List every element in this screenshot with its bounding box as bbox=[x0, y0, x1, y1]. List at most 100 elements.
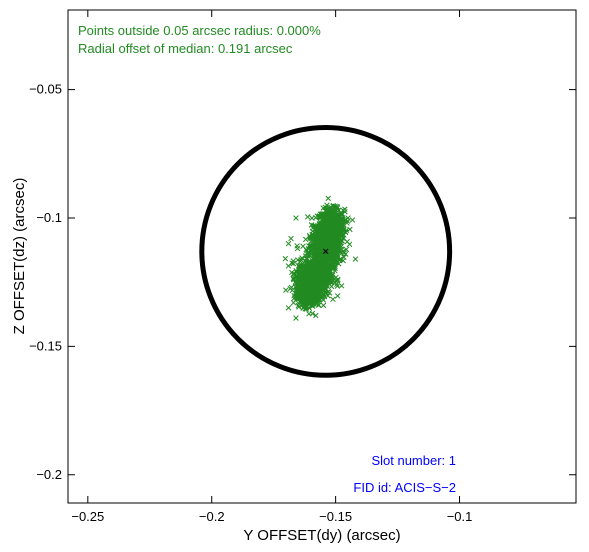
offset-point bbox=[298, 262, 305, 269]
offset-point bbox=[347, 226, 353, 233]
offset-point bbox=[319, 259, 325, 266]
offset-point bbox=[314, 248, 321, 255]
offset-point bbox=[338, 283, 345, 289]
offset-outlier bbox=[352, 256, 359, 262]
y-axis-ticks: −0.2 −0.15 −0.1 −0.05 bbox=[29, 82, 576, 482]
offset-point bbox=[343, 246, 350, 253]
offset-point bbox=[306, 264, 313, 271]
offset-point bbox=[333, 274, 339, 281]
offset-point bbox=[331, 259, 337, 265]
offset-point bbox=[292, 279, 299, 285]
y-tick-label: −0.05 bbox=[29, 82, 62, 97]
offset-point bbox=[317, 214, 324, 221]
offset-point bbox=[306, 252, 313, 259]
offset-point bbox=[325, 264, 332, 270]
slot-number-annotation: Slot number: 1 bbox=[371, 453, 456, 468]
offset-point bbox=[326, 278, 333, 285]
offset-point bbox=[331, 241, 338, 248]
offset-point bbox=[334, 283, 341, 289]
offset-point bbox=[327, 232, 334, 239]
offset-point bbox=[336, 247, 342, 253]
offset-point bbox=[334, 254, 341, 260]
offset-point bbox=[305, 280, 311, 286]
median-point bbox=[322, 248, 329, 255]
offset-point bbox=[318, 289, 325, 296]
offset-point bbox=[332, 267, 338, 274]
offset-point bbox=[327, 207, 334, 214]
offset-point bbox=[323, 276, 330, 283]
offset-point bbox=[323, 238, 329, 244]
x-tick-label: −0.1 bbox=[447, 509, 473, 524]
offset-point bbox=[333, 224, 339, 231]
offset-point bbox=[290, 271, 296, 278]
offset-point bbox=[309, 259, 316, 265]
offset-point bbox=[322, 204, 329, 211]
offset-point bbox=[319, 214, 325, 220]
x-tick-label: −0.25 bbox=[71, 509, 104, 524]
y-axis-title: Z OFFSET(dz) (arcsec) bbox=[11, 178, 28, 335]
offset-point bbox=[309, 310, 316, 317]
offset-point bbox=[298, 299, 304, 306]
offset-point bbox=[323, 222, 330, 228]
offset-point bbox=[328, 273, 335, 280]
radial-offset-annotation: Radial offset of median: 0.191 arcsec bbox=[78, 41, 293, 56]
offset-point bbox=[309, 237, 315, 244]
offset-point bbox=[304, 214, 311, 220]
offset-point bbox=[337, 239, 344, 245]
offset-point bbox=[316, 302, 322, 308]
offset-point bbox=[329, 247, 335, 254]
offset-point bbox=[332, 232, 339, 238]
points-outside-annotation: Points outside 0.05 arcsec radius: 0.000… bbox=[78, 23, 321, 38]
offset-point bbox=[320, 302, 327, 309]
offset-point bbox=[335, 239, 341, 245]
offset-point bbox=[344, 220, 350, 226]
offset-point bbox=[312, 239, 319, 246]
tolerance-circle bbox=[199, 124, 453, 378]
y-tick-label: −0.15 bbox=[29, 338, 62, 353]
offset-outlier bbox=[345, 215, 351, 221]
offset-point bbox=[332, 203, 338, 209]
offset-outlier bbox=[285, 240, 292, 247]
offset-point bbox=[318, 267, 325, 274]
offset-point bbox=[302, 258, 308, 264]
offset-point bbox=[325, 195, 331, 202]
y-tick-label: −0.1 bbox=[36, 210, 62, 225]
offset-point bbox=[341, 254, 347, 260]
offset-point bbox=[305, 249, 312, 255]
offset-point bbox=[309, 288, 315, 294]
offset-point bbox=[309, 215, 315, 221]
offset-point bbox=[349, 217, 356, 223]
offset-outliers bbox=[285, 204, 359, 321]
offset-point bbox=[314, 297, 320, 304]
offset-point bbox=[322, 282, 329, 289]
offset-point bbox=[307, 291, 313, 297]
offset-point bbox=[283, 287, 289, 293]
offset-point bbox=[300, 293, 306, 299]
offset-point bbox=[285, 263, 292, 269]
offset-point bbox=[330, 239, 336, 245]
offset-point bbox=[311, 269, 317, 275]
x-tick-label: −0.2 bbox=[199, 509, 225, 524]
offset-point bbox=[315, 236, 322, 242]
offset-point bbox=[287, 285, 294, 292]
offset-outlier bbox=[293, 215, 299, 221]
y-tick-label: −0.2 bbox=[36, 467, 62, 482]
offset-point bbox=[290, 260, 297, 267]
offset-point bbox=[322, 215, 328, 222]
offset-point bbox=[294, 243, 300, 249]
offset-point bbox=[318, 221, 324, 228]
offset-point bbox=[327, 209, 333, 215]
offset-point bbox=[342, 229, 349, 236]
offset-point bbox=[302, 282, 309, 288]
offset-point bbox=[303, 263, 309, 270]
offset-outlier bbox=[288, 235, 294, 242]
x-axis-ticks: −0.25 −0.2 −0.15 −0.1 bbox=[71, 10, 472, 524]
offset-point bbox=[300, 304, 307, 310]
offset-point bbox=[330, 296, 336, 303]
offset-point bbox=[327, 256, 334, 263]
offset-point bbox=[325, 217, 331, 223]
offset-point bbox=[321, 293, 328, 300]
offset-point bbox=[327, 252, 334, 258]
offset-outlier bbox=[285, 305, 292, 311]
